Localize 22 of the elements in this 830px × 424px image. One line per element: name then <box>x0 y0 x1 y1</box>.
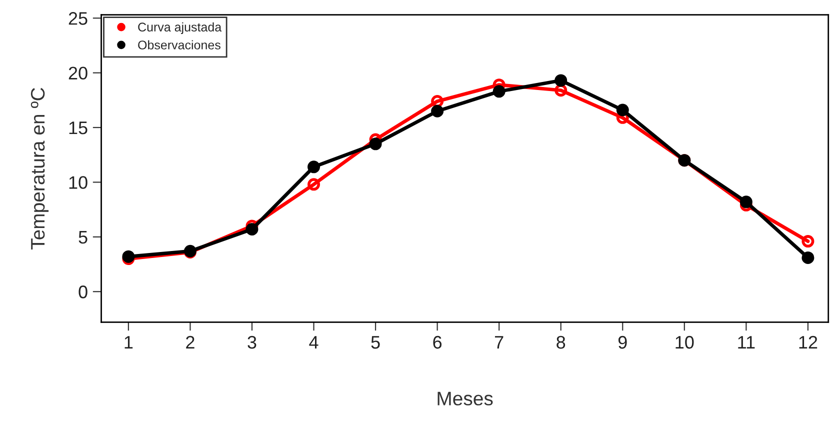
x-tick-label: 4 <box>309 336 318 349</box>
x-axis-title: Meses <box>438 392 493 406</box>
x-tick-label: 1 <box>124 336 133 349</box>
x-tick-label: 11 <box>738 336 755 349</box>
x-tick-label: 12 <box>799 336 818 349</box>
x-tick-label: 2 <box>186 336 194 349</box>
x-tick-label: 6 <box>433 336 442 349</box>
x-tick-label: 3 <box>248 336 256 349</box>
x-tick-label: 5 <box>371 336 380 349</box>
y-tick-label: 15 <box>69 122 88 134</box>
legend-label: Observaciones <box>138 40 220 50</box>
y-tick-label: 20 <box>68 66 88 80</box>
x-tick-label: 10 <box>676 336 694 349</box>
x-tick-label: 8 <box>556 336 566 349</box>
y-tick-label: 25 <box>68 12 88 25</box>
y-tick-label: 10 <box>69 176 88 189</box>
y-tick-label: 5 <box>78 231 88 244</box>
y-axis-title: Temperatura en ºC <box>30 88 49 250</box>
x-tick-label: 7 <box>494 336 504 349</box>
x-tick-label: 9 <box>618 336 627 349</box>
legend-label: Curva ajustada <box>138 22 222 34</box>
y-tick-label: 0 <box>78 286 88 298</box>
